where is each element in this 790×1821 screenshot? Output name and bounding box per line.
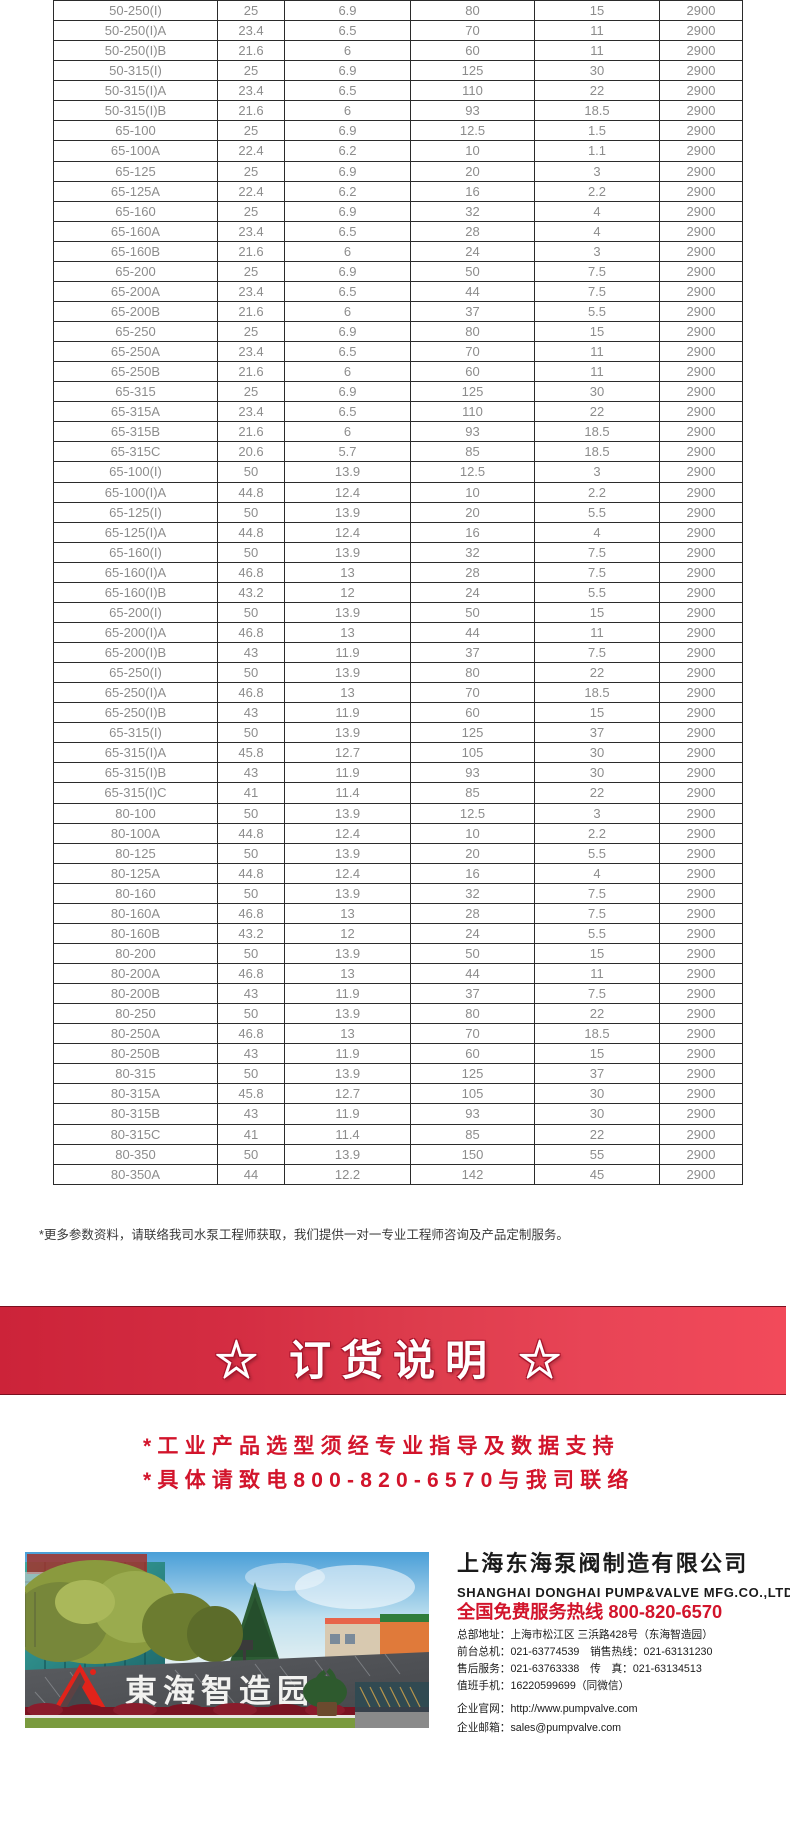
svg-text:東海智造园: 東海智造园 xyxy=(125,1673,315,1709)
